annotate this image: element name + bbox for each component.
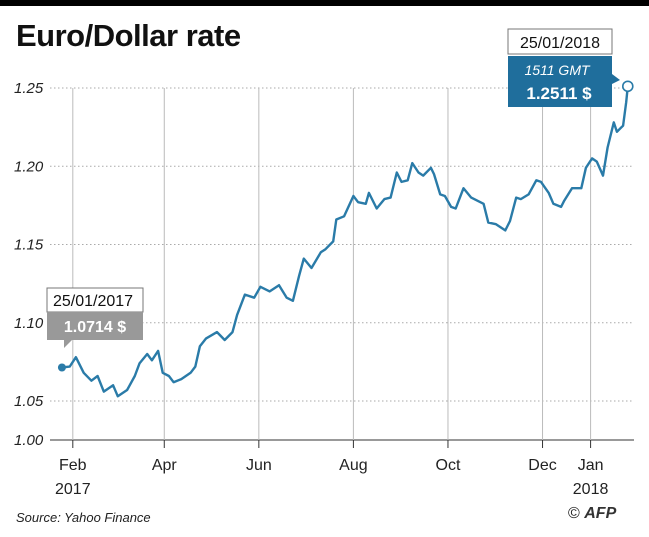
start-point-marker [57, 363, 66, 372]
top-bar [0, 0, 649, 6]
y-tick-label: 1.00 [14, 432, 44, 449]
y-axis: 1.25 1.20 1.15 1.10 1.05 1.00 [14, 80, 44, 449]
y-tick-label: 1.20 [14, 158, 44, 175]
start-date-label: 25/01/2017 [53, 293, 133, 310]
x-tick-label: Jun [246, 457, 272, 474]
x-tick-label: Dec [528, 457, 556, 474]
y-tick-label: 1.25 [14, 80, 44, 97]
x-tick-label: Feb [59, 457, 87, 474]
grid [50, 87, 634, 441]
x-tick-label: Jan [578, 457, 604, 474]
y-tick-label: 1.15 [14, 237, 44, 254]
afp-credit: © AFP [568, 505, 616, 523]
x-tick-label: Oct [436, 457, 461, 474]
end-date-label: 25/01/2018 [520, 35, 600, 52]
end-value-box [508, 56, 620, 107]
copyright-symbol: © [568, 505, 580, 522]
series-line-eur-usd [61, 86, 629, 398]
end-annotation: 25/01/2018 1511 GMT 1.2511 $ [507, 28, 620, 107]
x-tick-year-label: 2017 [55, 481, 91, 498]
chart-title: Euro/Dollar rate [16, 18, 241, 53]
end-point-marker [621, 80, 634, 93]
start-date-box [46, 287, 144, 313]
end-time-label: 1511 GMT [524, 62, 591, 78]
x-tick-label: Aug [339, 457, 367, 474]
x-tick-year-label: 2018 [573, 481, 609, 498]
end-date-box [507, 28, 613, 55]
afp-logo: AFP [584, 505, 617, 522]
y-tick-label: 1.05 [14, 393, 44, 410]
y-tick-label: 1.10 [14, 315, 44, 332]
start-value-label: 1.0714 $ [64, 319, 126, 336]
end-value-label: 1.2511 $ [526, 84, 592, 103]
start-value-box [47, 312, 143, 348]
source-note: Source: Yahoo Finance [16, 510, 151, 525]
start-annotation: 25/01/2017 1.0714 $ [46, 287, 144, 348]
x-axis: Feb 2017 Apr Jun Aug Oct Dec Jan 2018 [55, 440, 608, 498]
x-tick-label: Apr [152, 457, 178, 474]
